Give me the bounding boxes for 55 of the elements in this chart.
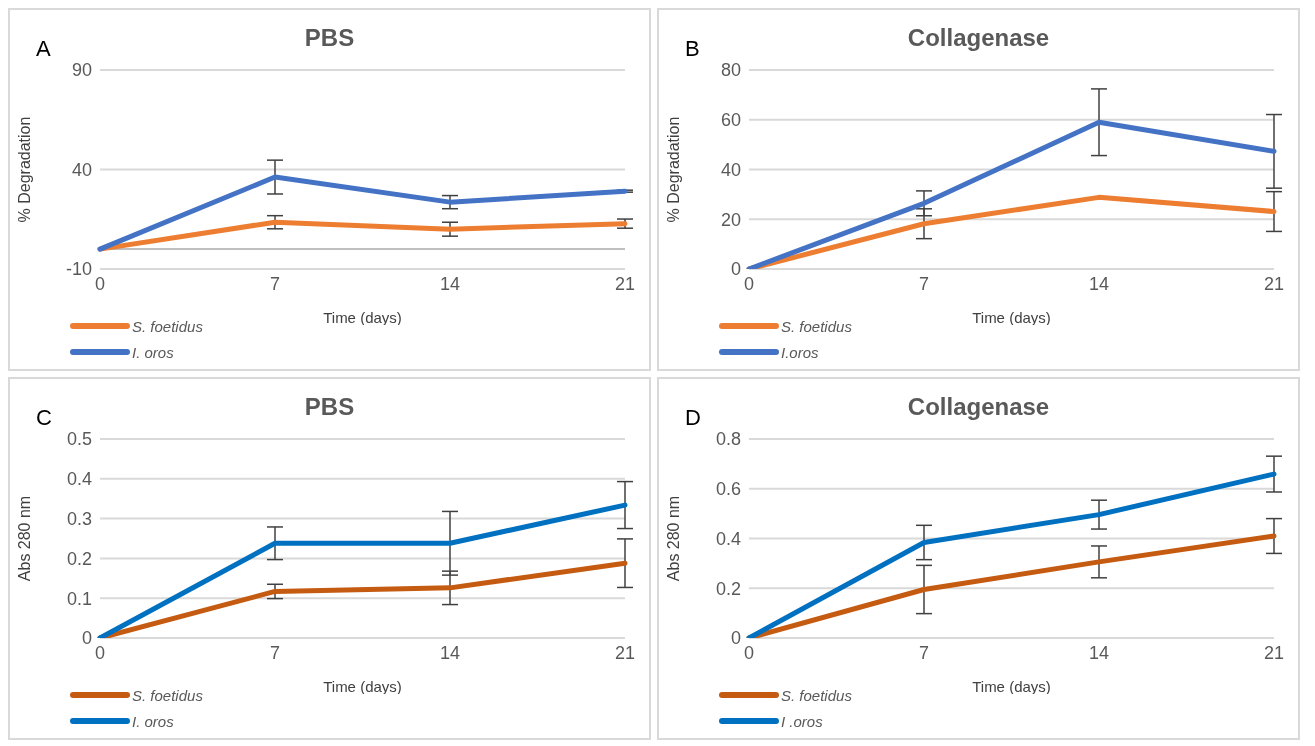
y-tick-label: 0 <box>81 628 92 649</box>
y-tick-label: 0.1 <box>66 588 92 609</box>
y-tick-label: 0.4 <box>715 528 741 549</box>
y-tick-label: 90 <box>71 60 92 81</box>
x-tick-label: 0 <box>94 273 106 294</box>
legend-label: S. foetidus <box>781 317 852 335</box>
legend-label: I. oros <box>132 712 174 730</box>
y-tick-label: 40 <box>720 159 741 180</box>
legend-label: I.oros <box>781 343 819 361</box>
legend-label: S. foetidus <box>132 686 203 704</box>
chart-title: PBS <box>304 393 355 420</box>
x-tick-label: 21 <box>614 273 636 294</box>
x-tick-label: 14 <box>439 642 461 663</box>
legend-label: I .oros <box>781 712 823 730</box>
y-tick-label: 0 <box>730 259 741 280</box>
x-tick-label: 7 <box>918 642 930 663</box>
y-axis-title: % Degradation <box>15 116 33 223</box>
y-axis-title: Abs 280 nm <box>15 495 33 582</box>
x-tick-label: 14 <box>1088 273 1110 294</box>
text: C <box>36 405 52 431</box>
y-tick-label: -10 <box>65 259 92 280</box>
chart-title: PBS <box>304 24 355 51</box>
y-tick-label: 80 <box>720 60 741 81</box>
y-tick-label: 0.6 <box>715 479 741 500</box>
y-tick-label: 60 <box>720 110 741 131</box>
legend-label: S. foetidus <box>781 686 852 704</box>
y-tick-label: 0.8 <box>715 429 741 450</box>
x-tick-label: 0 <box>743 273 755 294</box>
legend-label: I. oros <box>132 343 174 361</box>
x-tick-label: 21 <box>1263 642 1285 663</box>
chart-title: Collagenase <box>907 393 1050 420</box>
text: D <box>685 405 701 431</box>
y-tick-label: 40 <box>71 159 92 180</box>
legend-label: S. foetidus <box>132 317 203 335</box>
text: A <box>36 36 51 62</box>
y-tick-label: 0.4 <box>66 469 92 490</box>
x-tick-label: 7 <box>269 642 281 663</box>
text: B <box>685 36 700 62</box>
x-tick-label: 7 <box>918 273 930 294</box>
x-tick-label: 21 <box>1263 273 1285 294</box>
y-axis-title: % Degradation <box>664 116 682 223</box>
y-axis-title: Abs 280 nm <box>664 495 682 582</box>
x-tick-label: 0 <box>743 642 755 663</box>
y-tick-label: 20 <box>720 209 741 230</box>
chart-title: Collagenase <box>907 24 1050 51</box>
x-tick-label: 0 <box>94 642 106 663</box>
x-tick-label: 14 <box>1088 642 1110 663</box>
y-tick-label: 0.2 <box>66 548 92 569</box>
y-tick-label: 0 <box>730 628 741 649</box>
x-tick-label: 7 <box>269 273 281 294</box>
y-tick-label: 0.3 <box>66 508 92 529</box>
y-tick-label: 0.5 <box>66 429 92 450</box>
y-tick-label: 0.2 <box>715 578 741 599</box>
x-tick-label: 14 <box>439 273 461 294</box>
x-tick-label: 21 <box>614 642 636 663</box>
